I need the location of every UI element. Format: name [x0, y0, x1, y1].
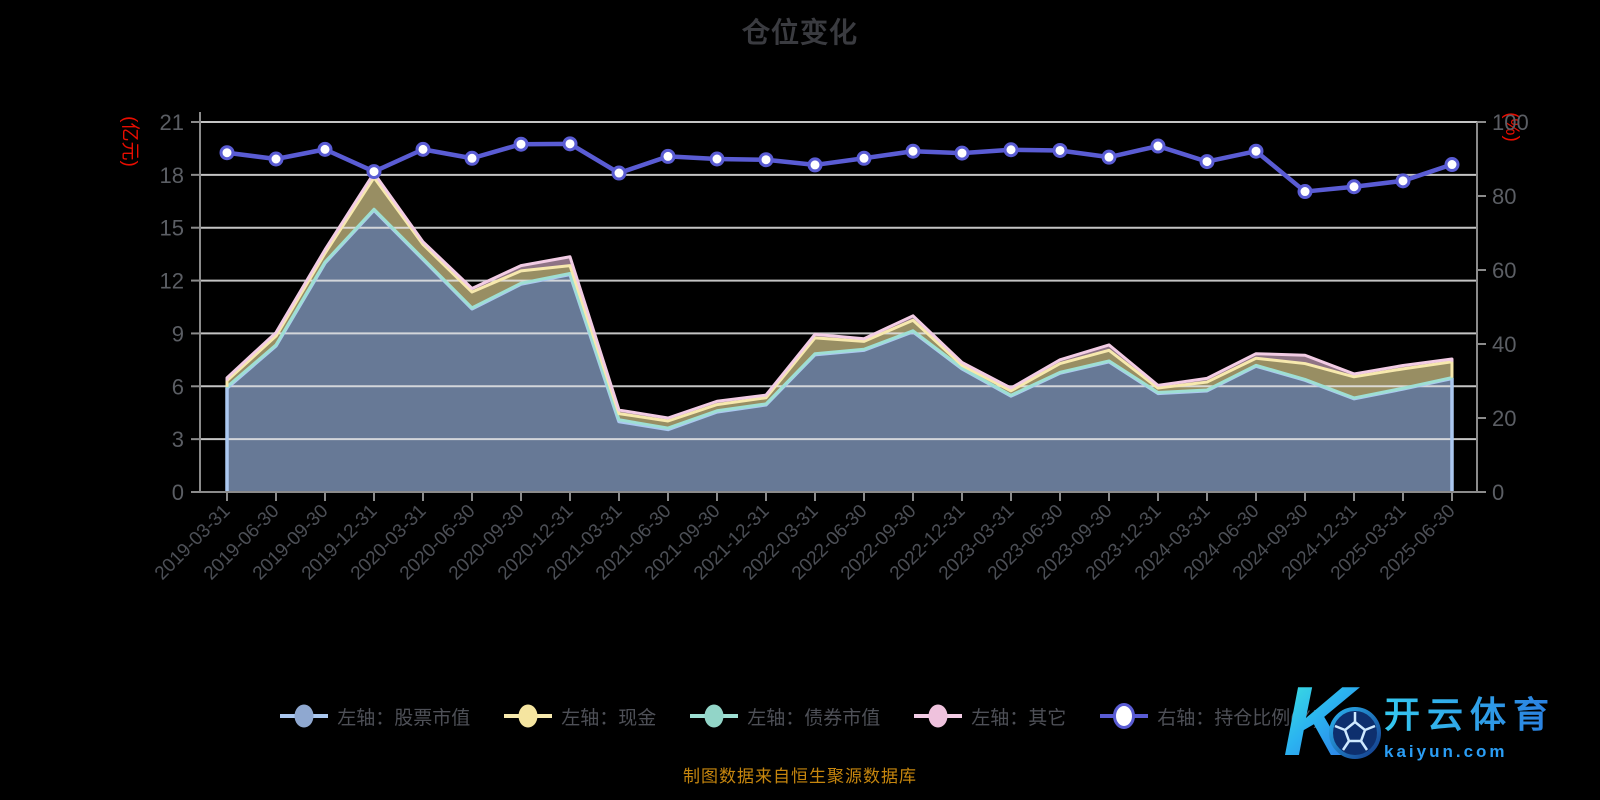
left-axis-tick-label: 3	[172, 427, 184, 452]
ratio-point	[464, 150, 480, 166]
legend-marker-bond	[690, 704, 739, 728]
ratio-point	[905, 143, 921, 159]
right-axis-tick-label: 80	[1492, 184, 1516, 209]
ratio-point	[1346, 179, 1362, 195]
edge-bond	[225, 207, 1454, 430]
data-source-note: 制图数据来自恒生聚源数据库	[683, 767, 917, 786]
kaiyun-watermark: K 开云体育 kaiyun.com	[1283, 672, 1556, 770]
chart-legend: 左轴：股票市值 左轴：现金 左轴：债券市值 左轴：其它 右轴：持仓比例(%)	[0, 700, 1600, 732]
legend-marker-stock	[280, 704, 329, 728]
ratio-point	[611, 165, 627, 181]
right-axis-tick-label: 100	[1492, 110, 1529, 135]
ratio-point	[1444, 157, 1460, 173]
legend-marker-ratio	[1100, 703, 1149, 729]
stacked-areas	[227, 173, 1452, 492]
gridlines	[200, 121, 1477, 441]
ratio-point	[1395, 173, 1411, 189]
page-title: 仓位变化	[741, 17, 858, 48]
ratio-point	[268, 151, 284, 167]
area-stock	[227, 210, 1452, 492]
ratio-point	[856, 150, 872, 166]
right-axis-tick-label: 0	[1492, 480, 1504, 505]
ratio-point	[660, 148, 676, 164]
legend-item-ratio[interactable]: 右轴：持仓比例(%)	[1100, 700, 1320, 732]
ratio-point	[366, 164, 382, 180]
legend-marker-cash	[504, 704, 553, 728]
ratio-point	[758, 152, 774, 168]
legend-item-cash[interactable]: 左轴：现金	[504, 700, 656, 732]
ratio-point	[513, 136, 529, 152]
ratio-line	[224, 141, 1455, 194]
ratio-point	[317, 141, 333, 157]
right-axis-tick-label: 60	[1492, 258, 1516, 283]
kaiyun-logo: K	[1283, 672, 1381, 770]
ratio-point	[1003, 142, 1019, 158]
legend-item-stock[interactable]: 左轴：股票市值	[280, 700, 470, 732]
left-axis-tick-label: 18	[160, 163, 184, 188]
left-axis-tick-label: 0	[172, 480, 184, 505]
right-axis-tick-label: 40	[1492, 332, 1516, 357]
legend-label-cash: 左轴：现金	[561, 707, 657, 729]
ratio-point	[1052, 142, 1068, 158]
left-axis-tick-label: 6	[172, 374, 184, 399]
ratio-line-series	[219, 136, 1460, 200]
ratio-point	[1199, 154, 1215, 170]
left-axis-tick-label: 21	[160, 110, 184, 135]
right-axis-tick-label: 20	[1492, 406, 1516, 431]
soccer-ball-icon	[1328, 707, 1381, 760]
ratio-point	[1150, 138, 1166, 154]
position-change-chart: 0369121518210204060801002019-03-312019-0…	[151, 110, 1529, 584]
legend-label-stock: 左轴：股票市值	[337, 707, 471, 729]
kaiyun-brand-name: 开云体育	[1384, 686, 1556, 738]
ratio-point	[954, 145, 970, 161]
kaiyun-url: kaiyun.com	[1383, 742, 1508, 761]
ratio-point	[1297, 184, 1313, 200]
ratio-point	[415, 141, 431, 157]
area-edges	[225, 171, 1454, 492]
ratio-point	[1248, 143, 1264, 159]
ratio-point	[807, 157, 823, 173]
legend-label-bond: 左轴：债券市值	[747, 707, 881, 729]
legend-label-ratio: 右轴：持仓比例(%)	[1157, 707, 1320, 729]
left-axis-tick-label: 12	[160, 269, 184, 294]
legend-item-bond[interactable]: 左轴：债券市值	[690, 700, 880, 732]
legend-item-other[interactable]: 左轴：其它	[914, 700, 1066, 732]
ratio-point	[709, 151, 725, 167]
ratio-point	[1101, 149, 1117, 165]
edge-other	[225, 171, 1454, 420]
left-axis-tick-label: 9	[172, 321, 184, 346]
legend-label-other: 左轴：其它	[971, 707, 1067, 729]
ratio-point	[562, 136, 578, 152]
edge-cash	[225, 176, 1454, 423]
legend-marker-other	[914, 704, 963, 728]
ratio-point	[219, 145, 235, 161]
left-axis-tick-label: 15	[160, 216, 184, 241]
area-cash	[227, 177, 1452, 429]
